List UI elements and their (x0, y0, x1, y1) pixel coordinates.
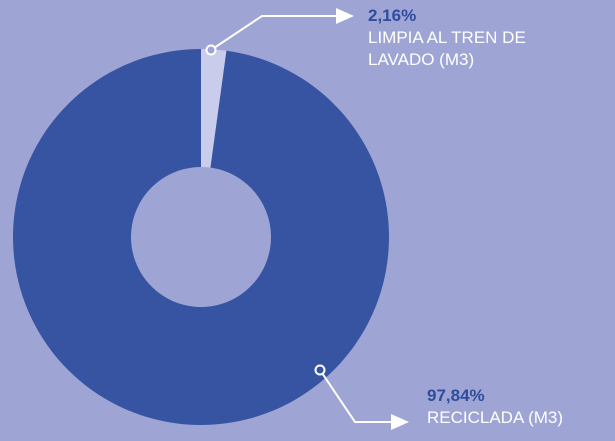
slice (12, 49, 389, 425)
callout-dot (205, 44, 217, 56)
slice (201, 49, 227, 168)
label: 2,16% LIMPIA AL TREN DE LAVADO (M3) (368, 5, 558, 71)
callout (210, 8, 354, 51)
value-label: 97,84% (427, 386, 485, 405)
callout (319, 369, 409, 430)
callout-dot (314, 364, 326, 376)
value-label: 2,16% (368, 6, 417, 25)
category-label: LIMPIA AL TREN DE LAVADO (M3) (368, 28, 526, 69)
label: 97,84% RECICLADA (M3) (427, 385, 615, 429)
category-label: RECICLADA (M3) (427, 408, 564, 427)
